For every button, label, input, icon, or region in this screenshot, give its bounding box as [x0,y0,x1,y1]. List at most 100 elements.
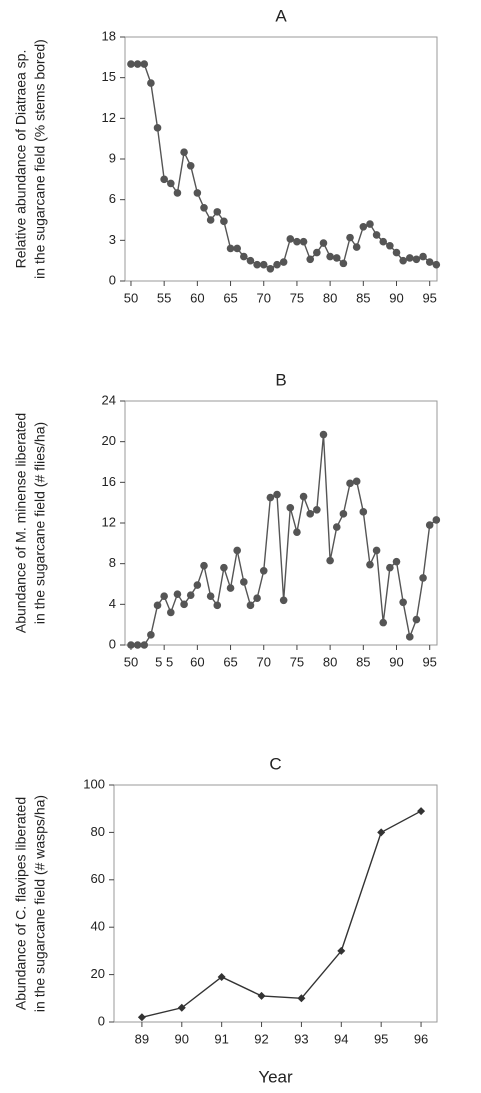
x-tick-label: 89 [135,1031,149,1046]
data-point [246,256,255,265]
data-point [160,175,168,184]
y-axis-label: in the sugarcane field (# flies/ha) [32,422,48,624]
data-point [140,60,149,68]
data-point [259,566,268,575]
y-tick-label: 80 [91,824,105,839]
data-point [386,241,394,250]
data-point [372,231,381,239]
data-point [405,254,414,262]
x-tick-label: 75 [290,290,304,305]
x-tick-label: 75 [290,654,304,669]
data-point [412,615,421,624]
data-point [405,633,414,641]
data-point [240,578,248,586]
x-tick-label: 85 [356,290,370,305]
data-point [180,600,188,609]
data-point [226,244,235,253]
data-point [213,601,222,610]
data-point [167,608,175,617]
x-tick-label: 70 [257,290,271,305]
x-tick-label: 50 [124,654,138,669]
data-point [346,479,354,488]
y-tick-label: 60 [91,871,105,886]
data-point [386,563,394,572]
y-tick-label: 100 [83,776,105,791]
data-point [412,255,421,264]
x-tick-label: 85 [356,654,370,669]
x-tick-label: 96 [414,1031,428,1046]
x-tick-label: 70 [257,654,271,669]
data-point [167,179,175,188]
data-point [332,523,341,531]
data-point [339,510,348,518]
y-tick-label: 18 [102,28,116,43]
data-point [246,601,255,610]
x-tick-label: 55 [157,290,171,305]
data-point [425,521,434,529]
x-tick-label: 95 [422,290,436,305]
data-point [253,594,261,603]
data-point [332,254,341,262]
data-point [200,561,208,570]
x-tick-label: 93 [294,1031,308,1046]
data-point [220,217,228,226]
y-tick-label: 0 [109,636,116,651]
y-tick-label: 20 [102,433,116,448]
data-point [359,222,368,231]
data-point [133,60,142,68]
data-point [352,477,361,486]
data-point [319,430,328,439]
chart-title: B [275,370,286,389]
data-point [273,260,281,269]
data-point [213,208,222,216]
x-tick-label: 95 [422,654,436,669]
x-tick-label: 80 [323,654,337,669]
y-axis-label: Abundance of M. minense liberated [13,413,29,633]
y-tick-label: 12 [102,110,116,125]
data-point [186,161,195,170]
data-point [153,601,162,610]
x-tick-label: 50 [124,290,138,305]
data-point [257,991,266,1000]
data-point [379,618,388,627]
data-point [160,592,168,600]
y-axis-label: in the sugarcane field (# wasps/ha) [32,795,48,1012]
x-tick-label: 90 [175,1031,189,1046]
data-point [313,248,321,257]
data-line [141,810,422,1018]
data-point [359,508,368,516]
data-point [293,528,301,536]
data-point [147,79,155,87]
y-tick-label: 15 [102,69,116,84]
data-point [193,581,202,589]
data-point [279,596,288,605]
data-point [299,237,308,246]
data-point [240,252,248,261]
data-point [313,505,321,514]
chart-title: A [275,6,287,25]
data-point [226,584,235,592]
x-tick-label: 60 [190,654,204,669]
x-tick-label: 65 [223,290,237,305]
y-tick-label: 9 [109,150,116,165]
chart-title: C [269,754,281,773]
x-tick-label: 91 [214,1031,228,1046]
y-tick-label: 16 [102,474,116,489]
x-tick-label: 90 [389,290,403,305]
y-tick-label: 6 [109,191,116,206]
data-point [326,556,334,565]
data-point [266,265,275,273]
data-point [425,258,434,266]
data-point [217,972,226,981]
data-point [417,807,426,816]
data-point [297,994,306,1003]
data-point [286,235,295,243]
data-point [339,259,348,268]
data-point [173,189,182,197]
x-tick-label: 5 5 [155,654,173,669]
data-point [352,243,361,251]
data-point [319,239,328,247]
data-point [200,204,208,212]
y-axis-label: in the sugarcane field (% stems bored) [32,39,48,279]
data-point [259,260,268,269]
